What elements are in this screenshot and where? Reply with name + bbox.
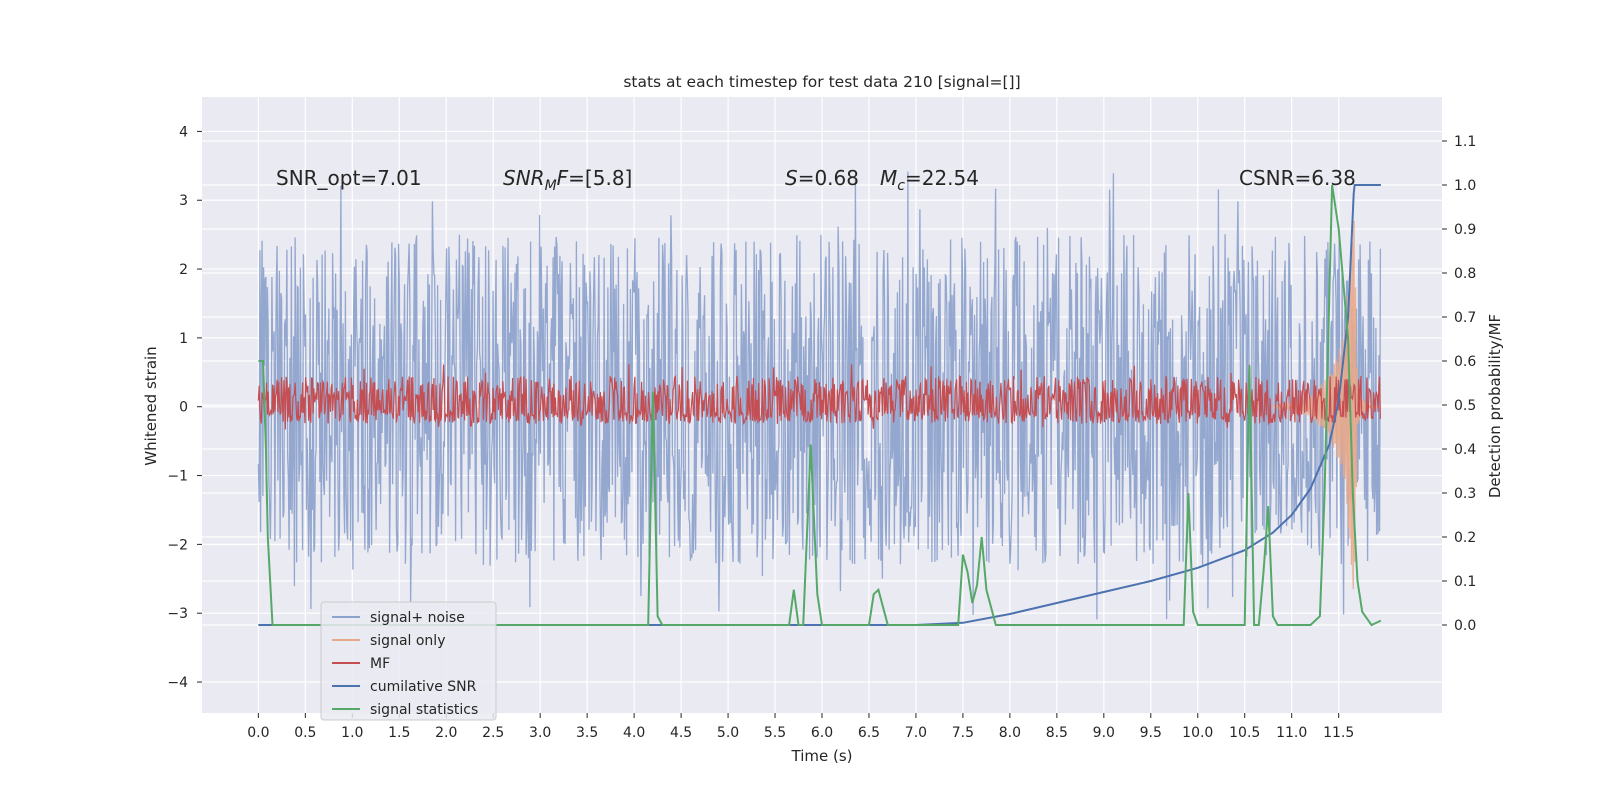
y-tick-label-left: −1 [167,469,188,485]
series-mf [257,364,1381,430]
y-tick-label-left: 4 [179,124,188,140]
x-tick-label: 9.0 [1093,725,1115,741]
x-tick-label: 10.0 [1182,725,1213,741]
x-tick-label: 4.0 [623,725,645,741]
y-tick-label-right: 0.0 [1454,618,1476,634]
s-value: =0.68 [798,166,859,190]
mc-subscript: c [897,178,905,194]
s-symbol: S [785,166,798,190]
csnr-annotation: CSNR=6.38 [1239,166,1356,190]
x-tick-label: 5.5 [764,725,786,741]
y-tick-label-right: 0.4 [1454,442,1476,458]
legend-box [320,601,497,721]
x-tick-label: 2.0 [435,725,457,741]
x-tick-label: 1.5 [388,725,410,741]
y-tick-label-right: 0.2 [1454,530,1476,546]
y-axis-label-left: Whitened strain [142,346,160,465]
y-axis-label-right: Detection probability/MF [1486,314,1504,498]
y-tick-label-left: −3 [167,606,188,622]
x-tick-label: 9.5 [1140,725,1162,741]
chart-title: stats at each timestep for test data 210… [623,73,1020,91]
x-tick-label: 2.5 [482,725,504,741]
x-tick-label: 11.0 [1276,725,1307,741]
y-tick-label-right: 0.9 [1454,222,1476,238]
legend-label: cumilative SNR [370,679,477,695]
snr-opt-annotation: SNR_opt=7.01 [276,166,422,190]
y-tick-label-right: 0.1 [1454,574,1476,590]
axes-layer: 0.0 0.5 1.0 1.5 2.0 2.5 3.0 3.5 4.0 4.5 5.0 5.5 6.0 6… [167,124,1476,741]
x-tick-label: 8.5 [1046,725,1068,741]
snr-mf-annotation: SNRMF=[5.8] [503,166,632,194]
y-tick-label-left: 1 [179,331,188,347]
snr-mf-tail: F [557,166,569,190]
y-tick-label-left: 2 [179,262,188,278]
mc-value: =22.54 [905,166,979,190]
y-tick-label-left: −2 [167,537,188,553]
series-signal-statistics [258,184,1382,627]
x-tick-label: 7.5 [952,725,974,741]
series-signal-noise [257,171,1382,620]
x-tick-label: 4.5 [670,725,692,741]
mc-annotation: Mc=22.54 [880,166,979,194]
y-tick-label-right: 1.0 [1454,178,1476,194]
x-tick-label: 6.0 [811,725,833,741]
y-tick-label-left: −4 [167,675,188,691]
x-tick-label: 8.0 [999,725,1021,741]
y-tick-label-right: 0.3 [1454,486,1476,502]
legend-label: signal only [370,633,445,649]
x-tick-label: 0.5 [294,725,316,741]
legend-label: signal+ noise [370,610,465,626]
x-tick-label: 11.5 [1323,725,1354,741]
x-tick-label: 3.0 [529,725,551,741]
snr-mf-subscript: M [545,178,557,194]
legend-label: MF [370,656,390,672]
y-tick-label-right: 0.5 [1454,398,1476,414]
y-tick-label-right: 0.6 [1454,354,1476,370]
y-tick-label-left: 3 [179,193,188,209]
x-tick-label: 1.0 [341,725,363,741]
s-annotation: S=0.68 [785,166,859,190]
x-tick-label: 5.0 [717,725,739,741]
snr-mf-value: =[5.8] [568,166,632,190]
x-tick-label: 10.5 [1229,725,1260,741]
legend-label: signal statistics [370,702,478,718]
x-tick-label: 0.0 [247,725,269,741]
x-tick-label: 7.0 [905,725,927,741]
y-tick-label-right: 1.1 [1454,134,1476,150]
x-axis-label: Time (s) [791,747,853,765]
snr-mf-symbol: SNR [503,166,545,190]
mc-symbol: M [880,166,897,190]
series-cumulative-snr [258,184,1381,626]
y-tick-label-right: 0.7 [1454,310,1476,326]
y-tick-label-left: 0 [179,400,188,416]
series-layer [257,171,1382,627]
legend: signal+ noise signal only MF cumilative SNR… [320,601,497,721]
y-tick-label-right: 0.8 [1454,266,1476,282]
x-tick-label: 3.5 [576,725,598,741]
x-tick-label: 6.5 [858,725,880,741]
